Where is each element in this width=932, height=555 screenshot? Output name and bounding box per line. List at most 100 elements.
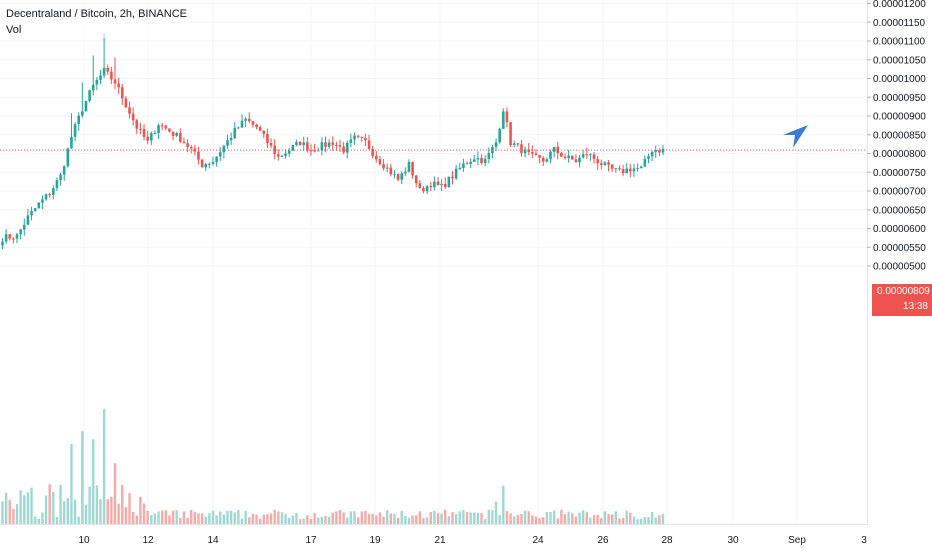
candle-body	[327, 142, 331, 147]
candle-body	[44, 194, 48, 200]
candle-body	[62, 166, 66, 175]
candle-body	[229, 138, 233, 141]
volume-bar	[139, 496, 142, 524]
volume-bar	[371, 514, 374, 524]
volume-bar	[578, 512, 581, 524]
volume-bar	[473, 512, 476, 524]
volume-bar	[244, 510, 247, 524]
volume-bar	[356, 517, 360, 524]
volume-bar	[131, 511, 135, 524]
volume-bar	[342, 512, 345, 524]
candle-body	[316, 150, 320, 152]
candle-body	[607, 162, 610, 165]
volume-bar	[643, 517, 647, 524]
x-tick-label: 14	[207, 535, 219, 546]
candle-body	[643, 158, 647, 167]
candle-body	[124, 98, 128, 108]
candle-body	[37, 202, 41, 209]
volume-bar	[211, 510, 215, 524]
candle-body	[15, 234, 19, 239]
candle-body	[356, 135, 360, 137]
volume-bar	[204, 516, 207, 524]
volume-bar	[483, 518, 487, 524]
candle-body	[527, 149, 531, 153]
volume-bar	[66, 497, 70, 524]
volume-bar	[661, 513, 665, 524]
candle-body	[84, 100, 88, 112]
candle-body	[99, 75, 102, 80]
candle-body	[523, 149, 527, 154]
candle-body	[120, 87, 124, 99]
candle-body	[567, 155, 570, 158]
volume-bar	[110, 496, 113, 524]
volume-bar	[404, 515, 407, 524]
candle-body	[237, 127, 240, 129]
volume-bar	[258, 518, 262, 524]
volume-bar	[476, 512, 480, 524]
volume-bar	[658, 515, 661, 524]
volume-bar	[480, 513, 483, 524]
candle-body	[549, 151, 552, 160]
volume-bar	[346, 517, 349, 524]
volume-bar	[8, 500, 11, 524]
volume-bar	[41, 512, 44, 524]
candle-body	[33, 208, 37, 211]
volume-bar	[291, 515, 295, 524]
volume-bar	[614, 511, 618, 524]
candle-body	[440, 184, 443, 186]
candle-body	[149, 133, 153, 141]
candle-body	[585, 154, 589, 156]
candle-body	[266, 133, 269, 144]
x-tick-label: 30	[727, 535, 739, 546]
volume-bar	[375, 515, 378, 524]
candle-body	[269, 143, 273, 146]
volume-bar	[516, 515, 520, 524]
candle-body	[625, 168, 629, 174]
volume-bar	[309, 519, 313, 524]
candle-body	[211, 162, 215, 164]
volume-bar	[113, 463, 117, 524]
candle-body	[393, 174, 396, 176]
candle-body	[244, 118, 247, 121]
volume-bar	[491, 510, 494, 524]
y-tick-label: 0.00000800	[873, 149, 926, 160]
candle-body	[418, 183, 422, 189]
volume-bar	[215, 515, 218, 524]
candle-body	[331, 142, 335, 145]
volume-bar	[592, 515, 596, 524]
volume-bar	[19, 490, 22, 524]
candle-body	[320, 142, 324, 151]
volume-bar	[124, 507, 128, 524]
volume-bar	[600, 518, 603, 524]
volume-bar	[567, 511, 570, 524]
candle-body	[502, 111, 505, 129]
volume-bar	[625, 510, 628, 524]
volume-bar	[171, 510, 175, 524]
volume-bar	[654, 517, 657, 524]
volume-bar	[84, 504, 88, 524]
candle-body	[603, 162, 607, 165]
volume-bar	[411, 515, 414, 524]
candle-body	[618, 168, 621, 170]
candle-body	[1, 241, 4, 246]
volume-bar	[200, 513, 204, 524]
candle-body	[472, 159, 476, 162]
candle-body	[302, 142, 306, 146]
y-tick-label: 0.00000750	[873, 168, 926, 179]
candle-body	[41, 199, 44, 203]
volume-bar	[360, 511, 363, 524]
volume-bar	[298, 519, 302, 524]
y-tick-label: 0.00000900	[873, 112, 926, 123]
volume-bar	[208, 513, 211, 524]
volume-bar	[320, 516, 324, 524]
candle-body	[531, 152, 534, 154]
volume-bar	[367, 513, 371, 524]
candle-body	[422, 188, 425, 192]
navigation-arrow-icon[interactable]	[783, 125, 808, 148]
volume-bar	[425, 517, 429, 524]
volume-bar	[248, 517, 251, 524]
volume-bar	[15, 504, 19, 524]
candle-body	[443, 184, 447, 188]
